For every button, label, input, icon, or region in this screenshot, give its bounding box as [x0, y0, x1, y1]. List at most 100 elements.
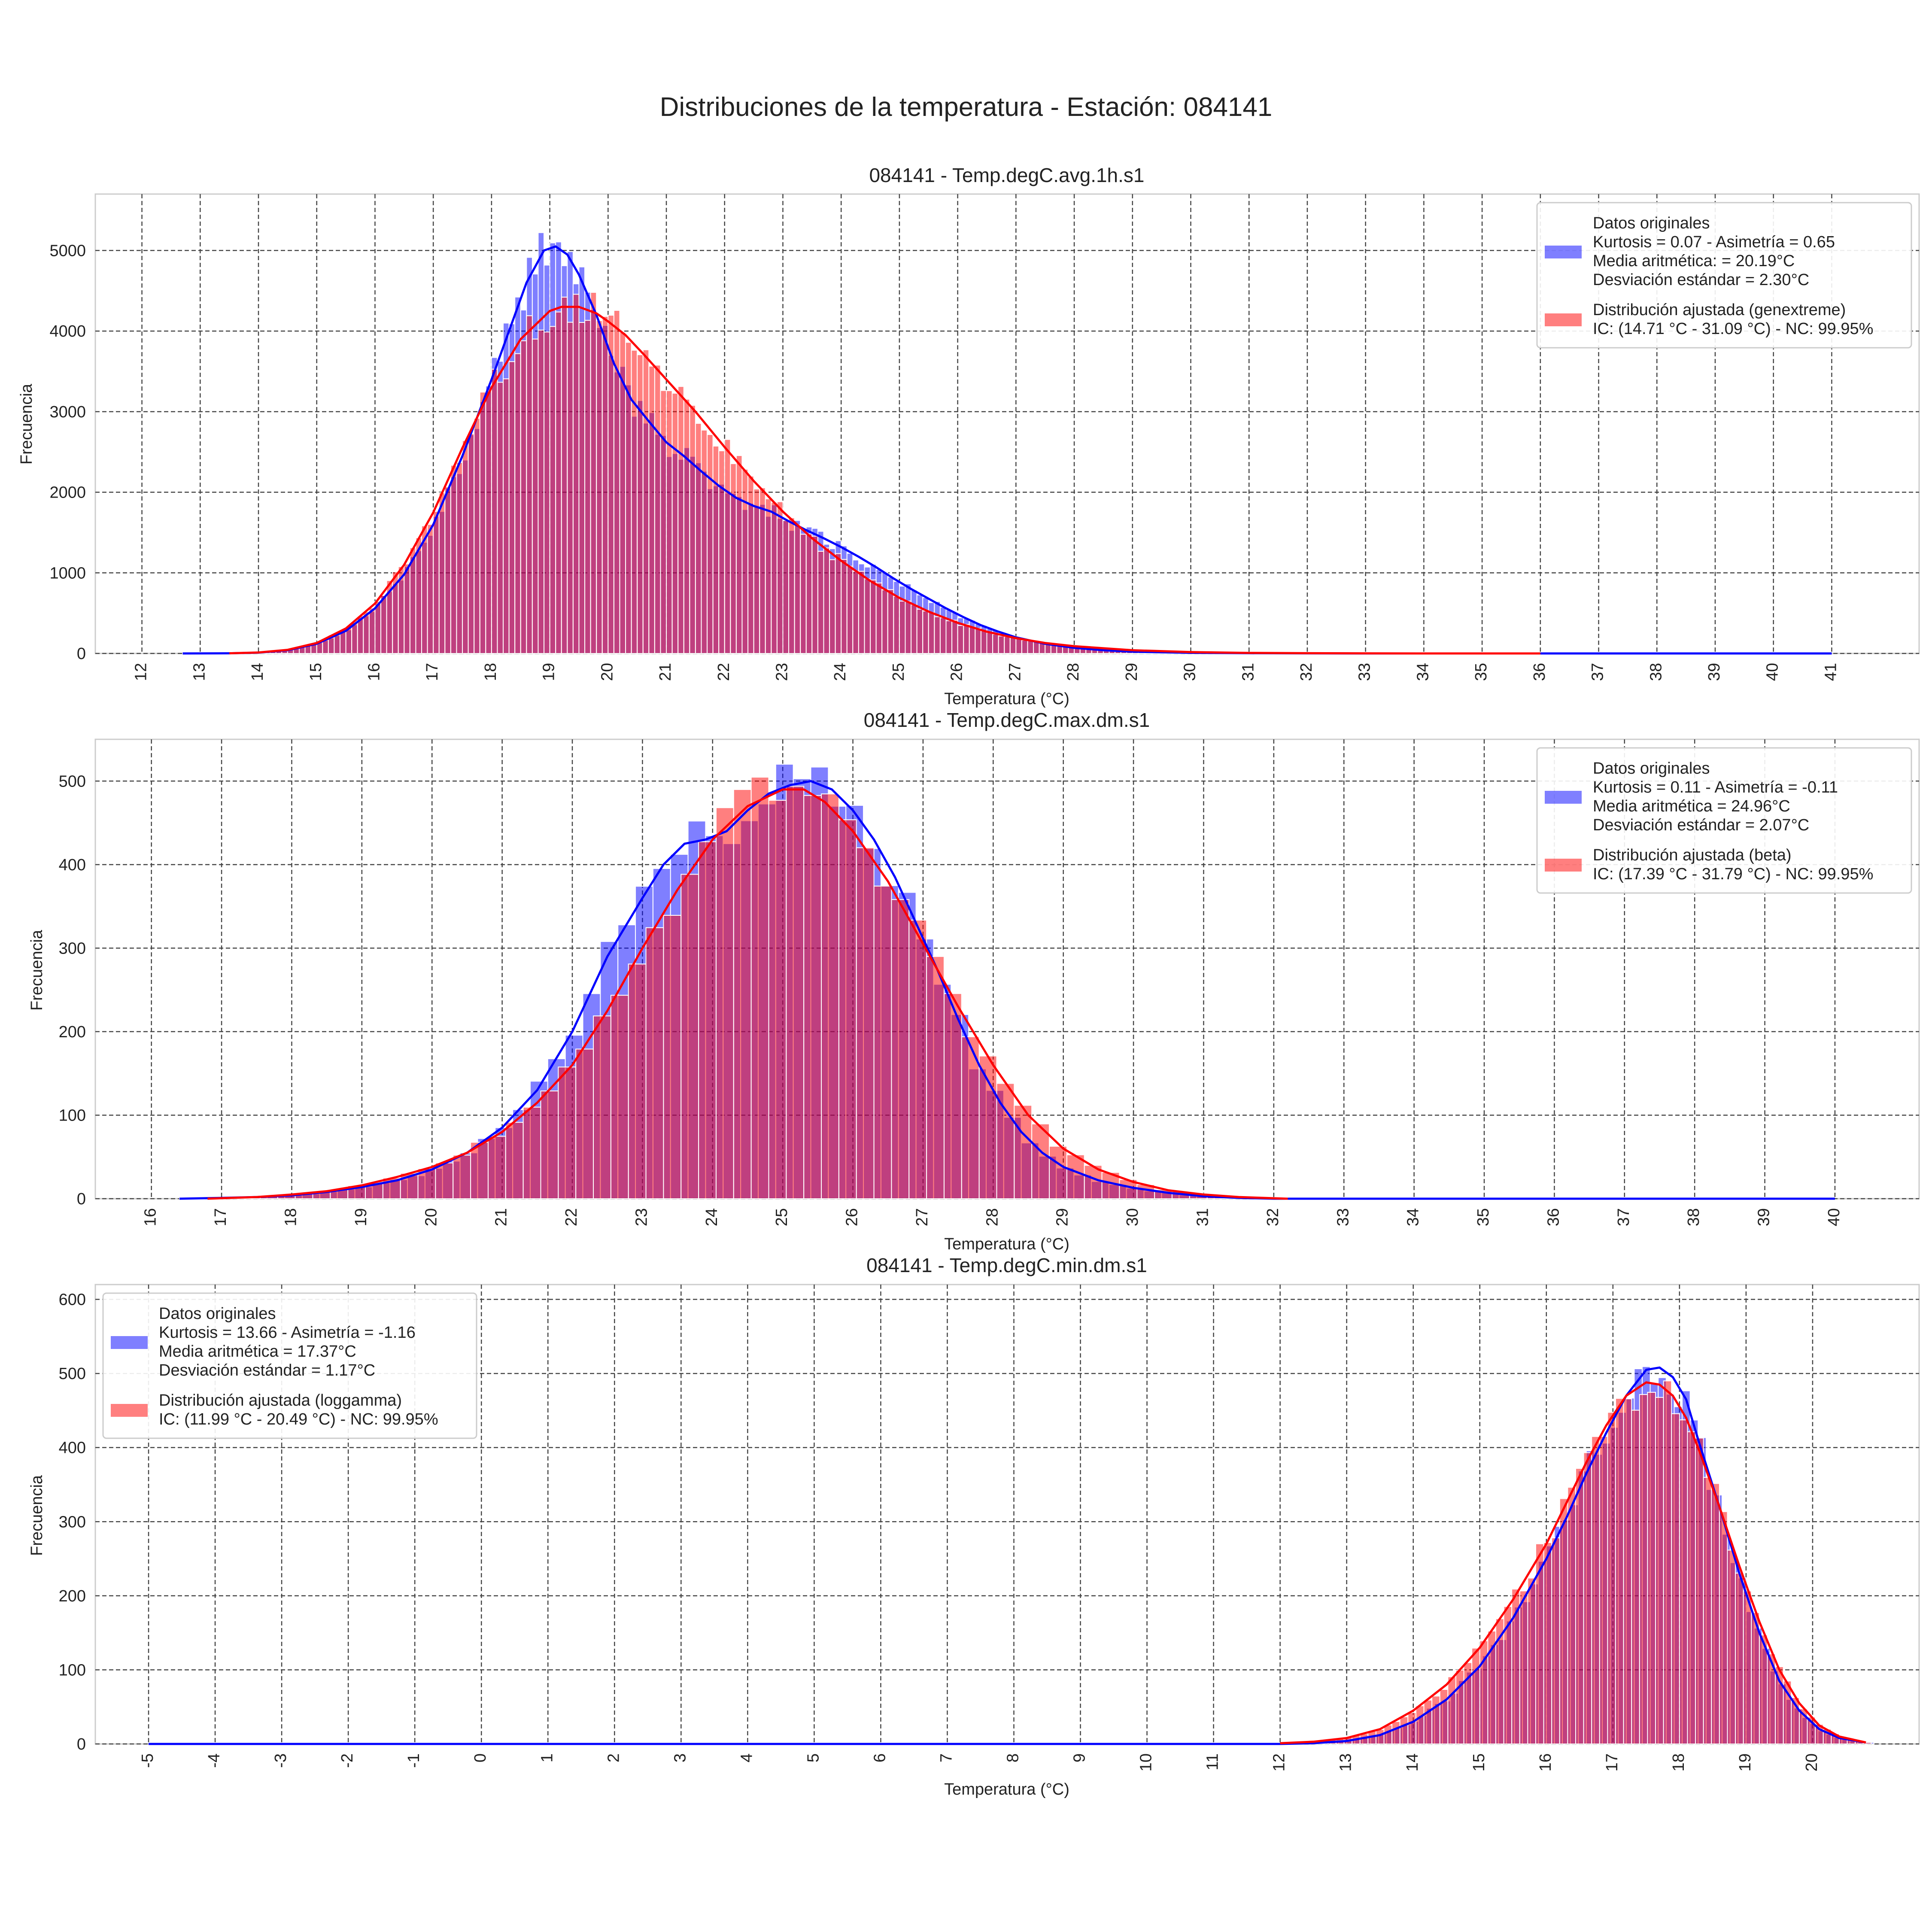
- histogram-bar: [782, 520, 790, 654]
- histogram-bar: [1719, 1511, 1728, 1744]
- histogram-bar: [491, 368, 498, 654]
- x-tick-label: 31: [1239, 663, 1257, 681]
- histogram-bar: [718, 450, 725, 654]
- x-tick-label: 2: [605, 1753, 623, 1762]
- histogram-bar: [905, 601, 912, 654]
- x-tick-label: 4: [738, 1753, 756, 1762]
- histogram-bar: [444, 486, 451, 654]
- legend-text: Kurtosis = 0.07 - Asimetría = 0.65: [1593, 233, 1835, 251]
- histogram-bar: [689, 405, 696, 654]
- histogram-bar: [538, 329, 545, 654]
- x-tick-label: 8: [1004, 1753, 1022, 1762]
- legend-text: Media aritmética = 24.96°C: [1593, 797, 1790, 815]
- y-tick-label: 100: [59, 1661, 86, 1679]
- histogram-bar: [1735, 1573, 1744, 1744]
- histogram-bar: [753, 488, 760, 654]
- histogram-bar: [1015, 637, 1022, 654]
- x-tick-label: 26: [948, 663, 966, 681]
- x-tick-label: 19: [540, 663, 558, 681]
- histogram-bar: [1639, 1394, 1648, 1744]
- x-tick-label: 14: [1403, 1753, 1422, 1771]
- histogram-bar: [870, 579, 877, 654]
- y-tick-label: 0: [77, 645, 86, 663]
- histogram-bar: [677, 386, 684, 654]
- x-tick-label: 16: [365, 663, 383, 681]
- histogram-bar: [887, 589, 894, 654]
- histogram-bar: [433, 511, 440, 654]
- histogram-bar: [1567, 1487, 1577, 1745]
- panel-title: 084141 - Temp.degC.min.dm.s1: [866, 1254, 1147, 1276]
- x-tick-labels: 12 13 14 15 16 17 18 19 20 21 22 23 24 25 26 27 28 29 30 31…: [132, 663, 1840, 681]
- y-tick-labels: 0 100 200 300 400 500 600: [59, 1291, 86, 1753]
- histogram-bar: [1399, 1716, 1409, 1744]
- legend-box: [102, 1292, 477, 1439]
- x-tick-label: 1: [538, 1753, 556, 1762]
- histogram-bar: [1455, 1669, 1464, 1744]
- histogram-bar: [980, 630, 987, 654]
- histogram-bar: [1543, 1542, 1552, 1744]
- histogram-bar: [750, 777, 769, 1199]
- histogram-bar: [680, 874, 699, 1199]
- histogram-bar: [1679, 1419, 1688, 1745]
- histogram-bar: [963, 624, 970, 654]
- histogram-bar: [951, 620, 958, 654]
- x-tick-label: 17: [1603, 1753, 1621, 1771]
- histogram-bar: [549, 326, 556, 654]
- legend-swatch-original: [1545, 791, 1582, 804]
- histogram-bar: [858, 571, 865, 654]
- panel-avg-1h: 084141 - Temp.degC.avg.1h.s1 Temperatura…: [18, 164, 1920, 708]
- histogram-bar: [526, 315, 533, 654]
- histogram-bar: [724, 439, 731, 654]
- legend-text: Distribución ajustada (loggamma): [159, 1391, 402, 1410]
- histogram-bar: [881, 589, 888, 654]
- histogram-bar: [1575, 1468, 1584, 1744]
- histogram-bars: [182, 232, 1425, 654]
- x-tick-label: 28: [1064, 663, 1082, 681]
- x-tick-label: 0: [471, 1753, 489, 1762]
- histogram-bar: [1027, 640, 1034, 654]
- histogram-bar: [916, 608, 923, 654]
- legend-box: [1536, 202, 1912, 349]
- histogram-bar: [1591, 1436, 1600, 1744]
- x-tick-label: 18: [1670, 1753, 1688, 1771]
- histogram-bar: [637, 354, 644, 654]
- histogram-bar: [928, 612, 935, 654]
- x-tick-label: 16: [142, 1208, 160, 1226]
- histogram-bar: [1663, 1380, 1672, 1744]
- histogram-bar: [803, 795, 822, 1199]
- legend-swatch-fitted: [111, 1404, 148, 1417]
- y-axis-label: Frecuencia: [18, 383, 36, 465]
- x-tick-label: 3: [671, 1753, 689, 1762]
- x-tick-label: 37: [1589, 663, 1607, 681]
- y-tick-label: 400: [59, 856, 86, 874]
- histogram-bar: [841, 559, 848, 654]
- x-tick-label: 41: [1822, 663, 1840, 681]
- histogram-bar: [1703, 1477, 1712, 1744]
- histogram-bar: [943, 993, 962, 1200]
- x-tick-label: 16: [1537, 1753, 1555, 1771]
- histogram-bar: [1647, 1391, 1656, 1744]
- histogram-bar: [957, 625, 964, 654]
- histogram-bar: [771, 501, 778, 654]
- x-tick-label: 11: [1204, 1753, 1222, 1770]
- histogram-bar: [683, 398, 690, 654]
- histogram-bar: [363, 611, 370, 654]
- histogram-bar: [899, 601, 906, 654]
- histogram-bar: [561, 297, 568, 654]
- histogram-bar: [671, 392, 679, 654]
- x-tick-label: 15: [1470, 1753, 1488, 1771]
- x-tick-label: 17: [212, 1208, 230, 1226]
- legend-text: Media aritmética: = 20.19°C: [1593, 252, 1795, 270]
- x-tick-label: 34: [1404, 1208, 1422, 1226]
- x-tick-label: 35: [1474, 1208, 1492, 1226]
- histogram-bar: [1559, 1498, 1568, 1745]
- x-tick-label: 30: [1124, 1208, 1142, 1226]
- histogram-bar: [404, 563, 410, 654]
- legend-text: Datos originales: [1593, 214, 1710, 232]
- histogram-bar: [1049, 1145, 1067, 1200]
- histogram-bar: [1375, 1729, 1385, 1744]
- legend-text: IC: (14.71 °C - 31.09 °C) - NC: 99.95%: [1593, 320, 1873, 338]
- histogram-bar: [1519, 1590, 1528, 1745]
